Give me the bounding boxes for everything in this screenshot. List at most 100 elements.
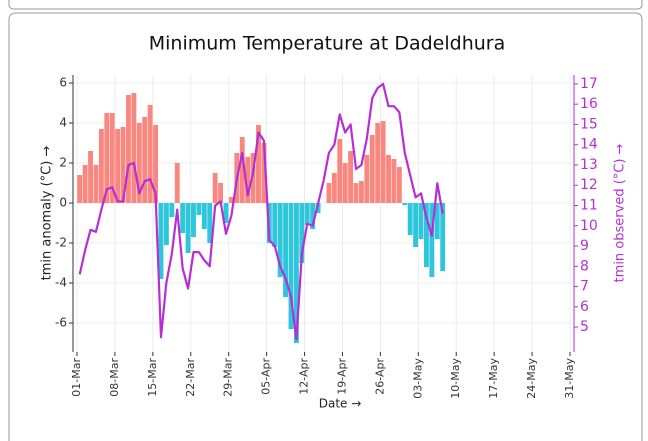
bar <box>185 203 191 253</box>
bar <box>109 113 115 203</box>
bar <box>201 203 207 229</box>
bar <box>169 203 175 217</box>
y2-tick-label: 7 <box>580 279 589 295</box>
y2-tick-label: 14 <box>580 137 598 153</box>
bar <box>413 203 419 247</box>
bar <box>88 151 93 203</box>
bar <box>158 203 164 279</box>
bar <box>261 143 267 203</box>
bar <box>310 203 316 229</box>
y-axis-label: tmin anomaly (°C) → <box>40 146 55 281</box>
x-tick-label: 12-Apr <box>298 358 311 395</box>
bar <box>429 203 435 277</box>
y-tick-label: 6 <box>59 76 67 90</box>
y2-tick-label: 6 <box>580 299 589 315</box>
bar <box>272 203 278 247</box>
bar <box>353 183 359 203</box>
bar <box>77 175 83 203</box>
bar <box>98 129 104 203</box>
x-tick-label: 19-Apr <box>335 358 348 395</box>
x-tick-label: 22-Mar <box>184 358 197 397</box>
bar <box>256 125 261 203</box>
y-tick-label: 0 <box>59 196 67 210</box>
bar <box>163 203 169 245</box>
bar <box>180 203 186 233</box>
x-tick-label: 31-May <box>563 358 576 399</box>
y2-tick-label: 9 <box>580 238 589 254</box>
y-tick-label: 4 <box>59 116 67 130</box>
x-tick-label: 08-Mar <box>108 358 121 397</box>
previous-card <box>8 0 643 10</box>
bar <box>348 151 354 203</box>
bar <box>396 167 402 203</box>
y2-tick-label: 11 <box>580 197 598 213</box>
bar <box>283 203 289 297</box>
bar <box>418 203 424 239</box>
bar <box>369 135 375 203</box>
bar <box>218 183 224 203</box>
bar <box>434 203 440 239</box>
bar <box>82 165 88 203</box>
x-tick-label: 24-May <box>525 358 538 399</box>
bar <box>120 127 126 203</box>
bar <box>212 173 218 203</box>
x-tick-label: 03-May <box>411 358 424 399</box>
bar <box>207 203 213 243</box>
bar <box>337 139 343 203</box>
bar <box>147 105 153 203</box>
x-axis-label: Date → <box>319 397 362 411</box>
bar <box>402 203 408 205</box>
bar <box>440 203 446 271</box>
bar <box>142 117 148 203</box>
bar <box>386 155 391 203</box>
bar <box>293 203 299 343</box>
bar <box>250 153 256 203</box>
bar <box>136 123 142 203</box>
chart-title: Minimum Temperature at Dadeldhura <box>149 33 506 55</box>
bar <box>299 203 305 263</box>
bar <box>153 125 158 203</box>
bar <box>304 203 310 225</box>
x-tick-label: 17-May <box>487 358 500 399</box>
bar <box>174 163 180 203</box>
bar <box>126 95 131 203</box>
y-tick-label: 2 <box>59 156 67 170</box>
y2-tick-label: 5 <box>580 319 589 335</box>
bar <box>331 173 337 203</box>
bar <box>326 183 332 203</box>
bar <box>228 197 234 203</box>
y2-tick-label: 15 <box>580 116 598 132</box>
y2-tick-label: 12 <box>580 177 598 193</box>
bar <box>223 203 229 223</box>
bar <box>196 203 202 215</box>
bar <box>407 203 413 235</box>
bar <box>342 163 348 203</box>
bar <box>239 137 245 203</box>
bar <box>380 121 386 203</box>
bar <box>104 113 110 203</box>
x-tick-label: 05-Apr <box>260 358 273 395</box>
bar <box>191 203 196 237</box>
y2-tick-label: 17 <box>580 76 598 92</box>
y2-tick-label: 10 <box>580 218 598 234</box>
y2-tick-label: 16 <box>580 96 598 112</box>
line <box>78 82 444 341</box>
bar <box>423 203 429 267</box>
y-tick-label: -4 <box>55 276 67 290</box>
y2-axis-label: tmin observed (°C) → <box>613 143 628 282</box>
y2-tick-label: 13 <box>580 157 598 173</box>
bar <box>131 93 137 203</box>
bar <box>277 203 283 277</box>
bar <box>391 159 397 203</box>
bar <box>115 129 121 203</box>
bar <box>358 181 364 203</box>
y2-tick-label: 8 <box>580 258 589 274</box>
card <box>8 12 643 441</box>
bar <box>245 157 251 203</box>
x-tick-label: 10-May <box>449 358 462 399</box>
y-tick-label: -6 <box>55 316 67 330</box>
bar <box>375 123 381 203</box>
bar <box>364 155 370 203</box>
